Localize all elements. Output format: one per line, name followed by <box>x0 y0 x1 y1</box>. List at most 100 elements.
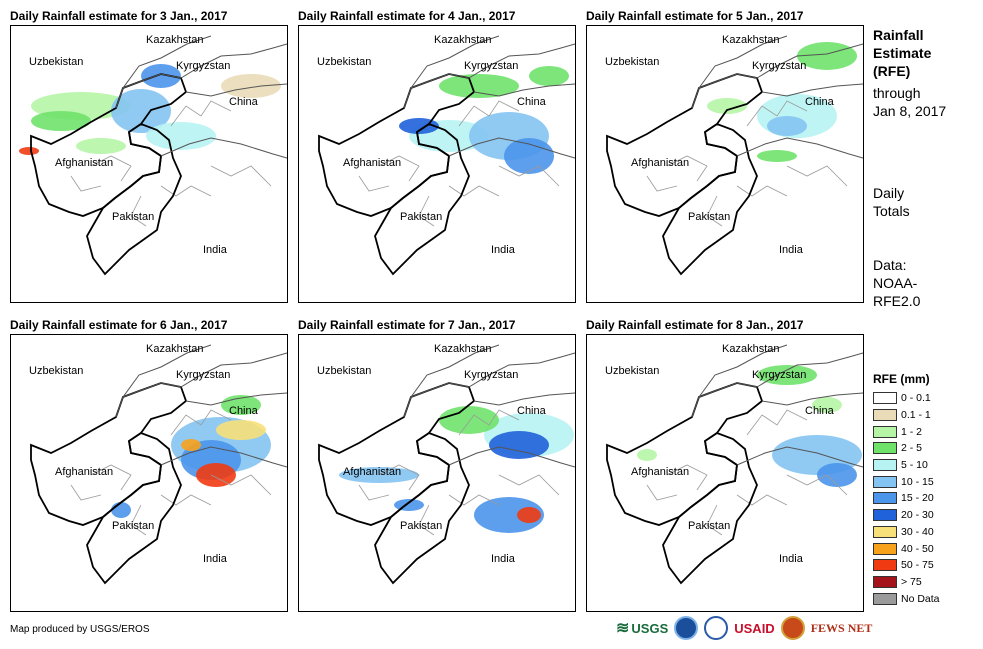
country-label-kyrgyzstan: Kyrgyzstan <box>752 60 807 72</box>
country-border <box>185 83 287 97</box>
country-label-uzbekistan: Uzbekistan <box>605 56 660 68</box>
legend-label: 5 - 10 <box>901 459 928 472</box>
country-label-afghanistan: Afghanistan <box>631 157 690 169</box>
legend-item: 2 - 5 <box>873 440 940 457</box>
rainfall-area <box>439 406 499 434</box>
country-border <box>403 43 575 109</box>
country-border-bold <box>86 122 182 276</box>
country-label-india: India <box>491 553 515 565</box>
rfe-title-line: Rainfall <box>873 27 924 43</box>
country-label-afghanistan: Afghanistan <box>343 466 402 478</box>
rainfall-area <box>31 111 91 131</box>
legend-label: 20 - 30 <box>901 509 934 522</box>
country-border-bold <box>374 122 470 276</box>
fewsnet-globe-icon <box>780 616 805 640</box>
usaid-text: USAID <box>734 620 775 636</box>
admin-boundary <box>746 409 808 436</box>
rainfall-area <box>474 497 544 533</box>
rainfall-area <box>797 42 857 70</box>
rainfall-area <box>767 116 807 136</box>
rainfall-area <box>707 98 747 114</box>
country-label-kyrgyzstan: Kyrgyzstan <box>464 369 519 381</box>
country-border <box>761 83 863 97</box>
admin-boundary <box>160 185 212 197</box>
country-border-bold <box>662 431 758 585</box>
country-border-bold <box>662 122 758 276</box>
panel-title: Daily Rainfall estimate for 5 Jan., 2017 <box>586 9 804 23</box>
rainfall-area <box>221 74 281 98</box>
data-label: Data: <box>873 257 907 273</box>
data-source-line: RFE2.0 <box>873 293 921 309</box>
country-border-bold <box>374 431 470 585</box>
legend-label: 1 - 2 <box>901 425 923 438</box>
legend-item: 30 - 40 <box>873 524 940 541</box>
rainfall-area <box>504 138 554 174</box>
country-label-china: China <box>229 96 258 108</box>
country-border <box>473 83 575 97</box>
admin-boundary <box>736 494 788 506</box>
legend-swatch <box>873 459 897 472</box>
country-label-pakistan: Pakistan <box>688 211 731 223</box>
panel-title: Daily Rainfall estimate for 3 Jan., 2017 <box>10 9 228 23</box>
legend-swatch <box>873 492 897 505</box>
country-label-pakistan: Pakistan <box>688 520 731 532</box>
admin-boundary <box>498 474 560 496</box>
country-label-china: China <box>517 96 546 108</box>
rainfall-area <box>141 64 181 88</box>
country-label-china: China <box>229 405 258 417</box>
rainfall-area <box>196 463 236 487</box>
rainfall-area <box>757 150 797 162</box>
panel-title: Daily Rainfall estimate for 7 Jan., 2017 <box>298 318 516 332</box>
rainfall-area <box>394 499 424 511</box>
rainfall-map: Kazakhstan Uzbekistan Kyrgyzstan China Afgha… <box>298 25 576 303</box>
country-label-india: India <box>203 553 227 565</box>
admin-boundary <box>706 195 723 227</box>
admin-boundary <box>418 195 435 227</box>
legend-label: > 75 <box>901 575 922 588</box>
legend-item: 15 - 20 <box>873 490 940 507</box>
usaid-seal-icon <box>704 616 729 640</box>
legend-label: No Data <box>901 592 940 605</box>
legend-label: 0 - 0.1 <box>901 392 931 405</box>
admin-boundary <box>170 409 232 436</box>
legend-item: > 75 <box>873 574 940 591</box>
admin-boundary <box>160 494 212 506</box>
credit-text: Map produced by USGS/EROS <box>10 624 150 635</box>
legend-swatch <box>873 575 897 588</box>
admin-boundary <box>448 494 500 506</box>
totals-label: Totals <box>873 203 910 219</box>
country-border <box>185 392 287 406</box>
admin-boundary <box>666 155 708 182</box>
rainfall-area <box>216 420 266 440</box>
country-border <box>736 446 863 468</box>
country-border <box>698 35 788 89</box>
admin-boundary <box>130 195 147 227</box>
rainfall-area <box>111 502 131 518</box>
legend-item: 0.1 - 1 <box>873 407 940 424</box>
legend-item: 1 - 2 <box>873 423 940 440</box>
rainfall-area <box>111 89 171 133</box>
logo-strip: ≋ USGS USAID FEWS NET <box>616 616 872 640</box>
country-label-uzbekistan: Uzbekistan <box>317 56 372 68</box>
country-label-kyrgyzstan: Kyrgyzstan <box>176 369 231 381</box>
admin-boundary <box>458 100 520 127</box>
country-label-china: China <box>805 96 834 108</box>
country-border <box>122 344 212 398</box>
legend-swatch <box>873 592 897 605</box>
admin-boundary <box>666 464 708 491</box>
rainfall-area <box>817 463 857 487</box>
country-border <box>736 137 863 159</box>
usgs-wave-icon: ≋ <box>616 620 630 637</box>
usgs-text: USGS <box>631 620 669 636</box>
admin-boundary <box>646 484 678 501</box>
rainfall-map: Kazakhstan Uzbekistan Kyrgyzstan China Afgha… <box>10 334 288 612</box>
map-canvas <box>318 35 575 276</box>
country-label-afghanistan: Afghanistan <box>55 466 114 478</box>
rainfall-area <box>529 66 569 86</box>
admin-boundary <box>736 185 788 197</box>
rainfall-map: Kazakhstan Uzbekistan Kyrgyzstan China Afgha… <box>586 25 864 303</box>
country-label-pakistan: Pakistan <box>400 211 443 223</box>
country-border <box>761 392 863 406</box>
legend-label: 30 - 40 <box>901 525 934 538</box>
legend-title: RFE (mm) <box>873 372 930 386</box>
